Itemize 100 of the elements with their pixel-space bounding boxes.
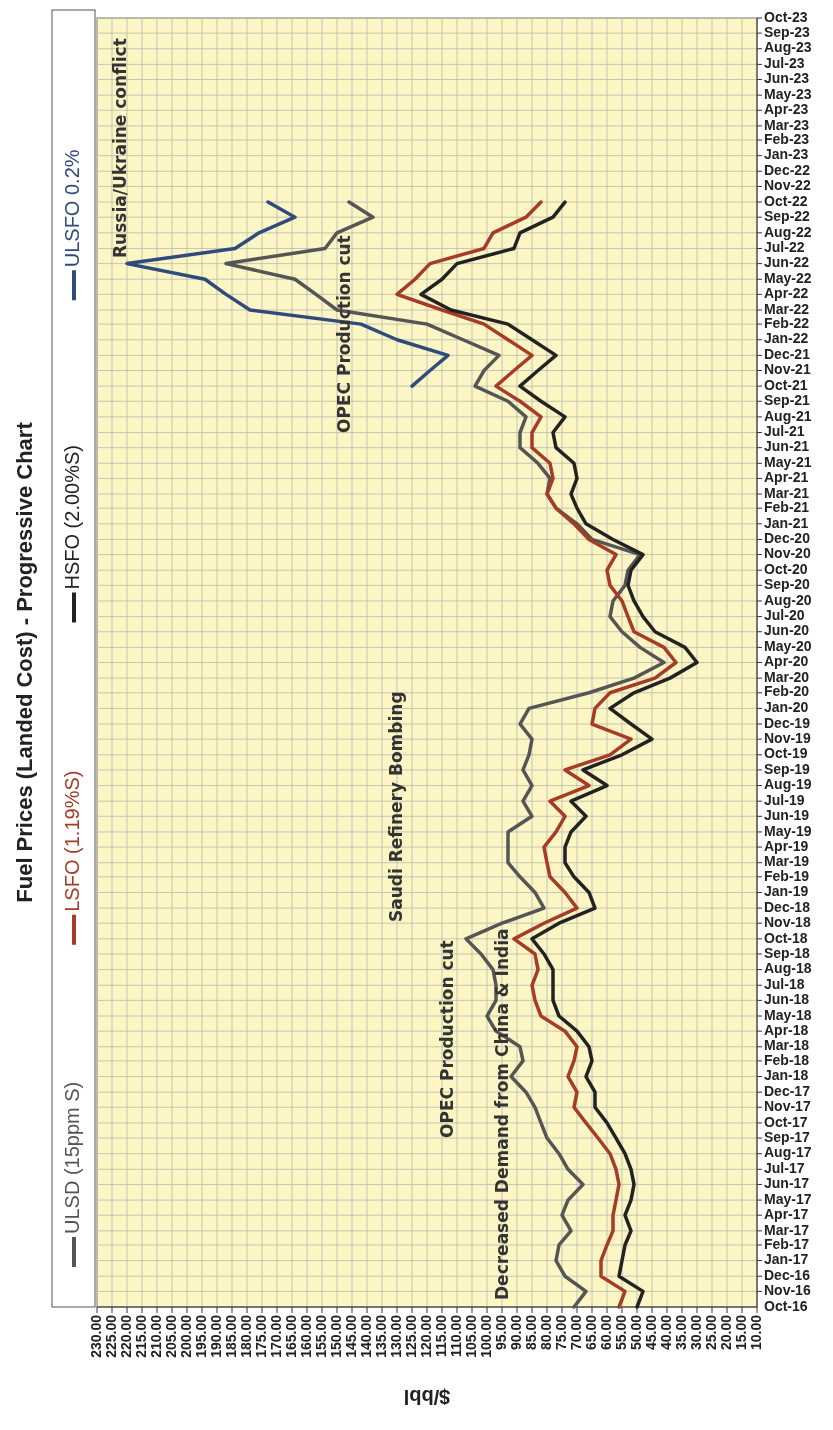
x-tick-label: 120.00 bbox=[417, 1314, 434, 1358]
y-tick-label: Nov-17 bbox=[764, 1098, 811, 1114]
text: LSFO (1.19%S) bbox=[61, 770, 84, 912]
x-tick-label: 140.00 bbox=[357, 1314, 374, 1358]
y-tick-label: Jul-22 bbox=[764, 239, 805, 256]
y-tick-label: Jan-19 bbox=[764, 883, 809, 900]
y-tick-label: Nov-19 bbox=[764, 729, 811, 746]
annotation: Russia/Ukraine conflict bbox=[110, 38, 130, 258]
y-tick-label: Sep-21 bbox=[764, 391, 811, 408]
y-tick-label: Dec-21 bbox=[764, 346, 811, 363]
text: ULSFO 0.2% bbox=[61, 149, 84, 268]
x-tick-label: 165.00 bbox=[282, 1314, 299, 1358]
y-tick-label: May-19 bbox=[764, 822, 812, 839]
x-tick-label: 15.00 bbox=[732, 1314, 749, 1351]
y-tick-label: Jan-18 bbox=[764, 1067, 809, 1084]
x-tick-label: 220.00 bbox=[117, 1314, 134, 1358]
y-tick-label: Mar-19 bbox=[764, 853, 810, 870]
text: HSFO (2.00%S) bbox=[61, 445, 84, 590]
y-tick-label: Feb-17 bbox=[764, 1235, 810, 1252]
y-tick-label: Sep-20 bbox=[764, 576, 811, 593]
y-tick-label: May-22 bbox=[764, 269, 812, 286]
y-tick-label: Jul-23 bbox=[764, 55, 805, 72]
y-tick-label: Oct-16 bbox=[764, 1297, 808, 1314]
y-tick-label: Jul-17 bbox=[764, 1160, 805, 1177]
x-axis-title: $/bbl bbox=[403, 1386, 451, 1408]
y-tick-label: Jan-22 bbox=[764, 330, 809, 347]
y-tick-label: Dec-22 bbox=[764, 162, 811, 179]
y-tick-label: May-20 bbox=[764, 638, 812, 655]
y-tick-label: Mar-22 bbox=[764, 300, 810, 317]
y-tick-label: Feb-23 bbox=[764, 130, 810, 147]
y-tick-label: Aug-23 bbox=[764, 39, 812, 56]
y-tick-label: Jul-20 bbox=[764, 607, 805, 624]
y-tick-label: Jul-21 bbox=[764, 423, 805, 440]
x-tick-label: 160.00 bbox=[297, 1314, 314, 1358]
x-tick-label: 85.00 bbox=[522, 1314, 539, 1351]
y-tick-label: Aug-17 bbox=[764, 1144, 812, 1161]
x-tick-label: 110.00 bbox=[447, 1314, 464, 1358]
y-tick-label: Jul-18 bbox=[764, 975, 805, 992]
y-tick-label: Dec-20 bbox=[764, 530, 811, 547]
x-tick-label: 130.00 bbox=[387, 1314, 404, 1358]
y-tick-label: Nov-20 bbox=[764, 545, 811, 562]
x-tick-label: 20.00 bbox=[717, 1314, 734, 1351]
y-tick-label: Jun-21 bbox=[764, 438, 810, 455]
y-tick-label: Jun-19 bbox=[764, 807, 810, 824]
x-tick-label: 215.00 bbox=[132, 1314, 149, 1358]
y-tick-label: Jan-17 bbox=[764, 1251, 809, 1268]
y-tick-label: Feb-20 bbox=[764, 683, 810, 700]
y-tick-label: May-17 bbox=[764, 1190, 812, 1207]
y-tick-label: Aug-19 bbox=[764, 776, 812, 793]
y-tick-label: Oct-23 bbox=[764, 8, 808, 25]
x-tick-label: 155.00 bbox=[312, 1314, 329, 1358]
x-tick-label: 145.00 bbox=[342, 1314, 359, 1358]
x-tick-label: 40.00 bbox=[657, 1314, 674, 1351]
y-tick-label: May-21 bbox=[764, 454, 812, 470]
y-tick-label: Oct-20 bbox=[764, 560, 808, 577]
x-tick-label: 60.00 bbox=[597, 1314, 614, 1351]
x-tick-label: 180.00 bbox=[237, 1314, 254, 1358]
x-tick-label: 65.00 bbox=[582, 1314, 599, 1351]
x-tick-label: 125.00 bbox=[402, 1314, 419, 1358]
y-tick-label: Jan-21 bbox=[764, 514, 809, 531]
y-tick-label: Sep-23 bbox=[764, 23, 811, 40]
y-tick-label: Jul-19 bbox=[764, 791, 805, 808]
x-tick-label: 10.00 bbox=[747, 1314, 764, 1351]
x-tick-label: 25.00 bbox=[702, 1314, 719, 1351]
x-tick-label: 205.00 bbox=[162, 1314, 179, 1358]
y-tick-label: Feb-18 bbox=[764, 1051, 810, 1068]
x-tick-label: 170.00 bbox=[267, 1314, 284, 1358]
y-tick-label: Nov-16 bbox=[764, 1282, 811, 1299]
y-tick-label: Jun-22 bbox=[764, 254, 810, 271]
y-tick-label: Sep-19 bbox=[764, 760, 811, 777]
x-tick-label: 95.00 bbox=[492, 1314, 509, 1351]
x-tick-label: 30.00 bbox=[687, 1314, 704, 1351]
x-tick-label: 175.00 bbox=[252, 1314, 269, 1358]
annotation: OPEC Production cut bbox=[334, 235, 354, 433]
y-tick-label: Oct-17 bbox=[764, 1113, 808, 1130]
x-tick-label: 55.00 bbox=[612, 1314, 629, 1351]
x-tick-label: 225.00 bbox=[102, 1314, 119, 1358]
y-tick-label: May-23 bbox=[764, 85, 812, 102]
x-tick-label: 105.00 bbox=[462, 1314, 479, 1358]
y-tick-label: Sep-22 bbox=[764, 207, 811, 224]
y-tick-label: Sep-17 bbox=[764, 1128, 811, 1145]
y-tick-label: Jan-23 bbox=[764, 146, 809, 163]
y-tick-label: Oct-18 bbox=[764, 929, 808, 946]
y-tick-label: Oct-19 bbox=[764, 745, 808, 762]
y-tick-label: Apr-21 bbox=[764, 469, 809, 486]
y-tick-label: Mar-18 bbox=[764, 1037, 810, 1054]
y-tick-label: Mar-17 bbox=[764, 1221, 810, 1238]
y-tick-label: Mar-20 bbox=[764, 668, 810, 685]
y-tick-label: Apr-20 bbox=[764, 653, 809, 670]
text: Fuel Prices (Landed Cost) - Progressive Chart bbox=[12, 421, 37, 903]
y-tick-label: Sep-18 bbox=[764, 944, 811, 961]
x-tick-label: 185.00 bbox=[222, 1314, 239, 1358]
x-tick-label: 190.00 bbox=[207, 1314, 224, 1358]
annotation: OPEC Production cut bbox=[437, 940, 457, 1138]
y-tick-label: Dec-19 bbox=[764, 714, 811, 731]
y-tick-label: Oct-22 bbox=[764, 192, 808, 209]
y-tick-label: Dec-16 bbox=[764, 1266, 811, 1283]
x-tick-label: 210.00 bbox=[147, 1314, 164, 1358]
y-tick-label: Dec-17 bbox=[764, 1082, 811, 1099]
y-tick-label: Feb-19 bbox=[764, 867, 810, 884]
